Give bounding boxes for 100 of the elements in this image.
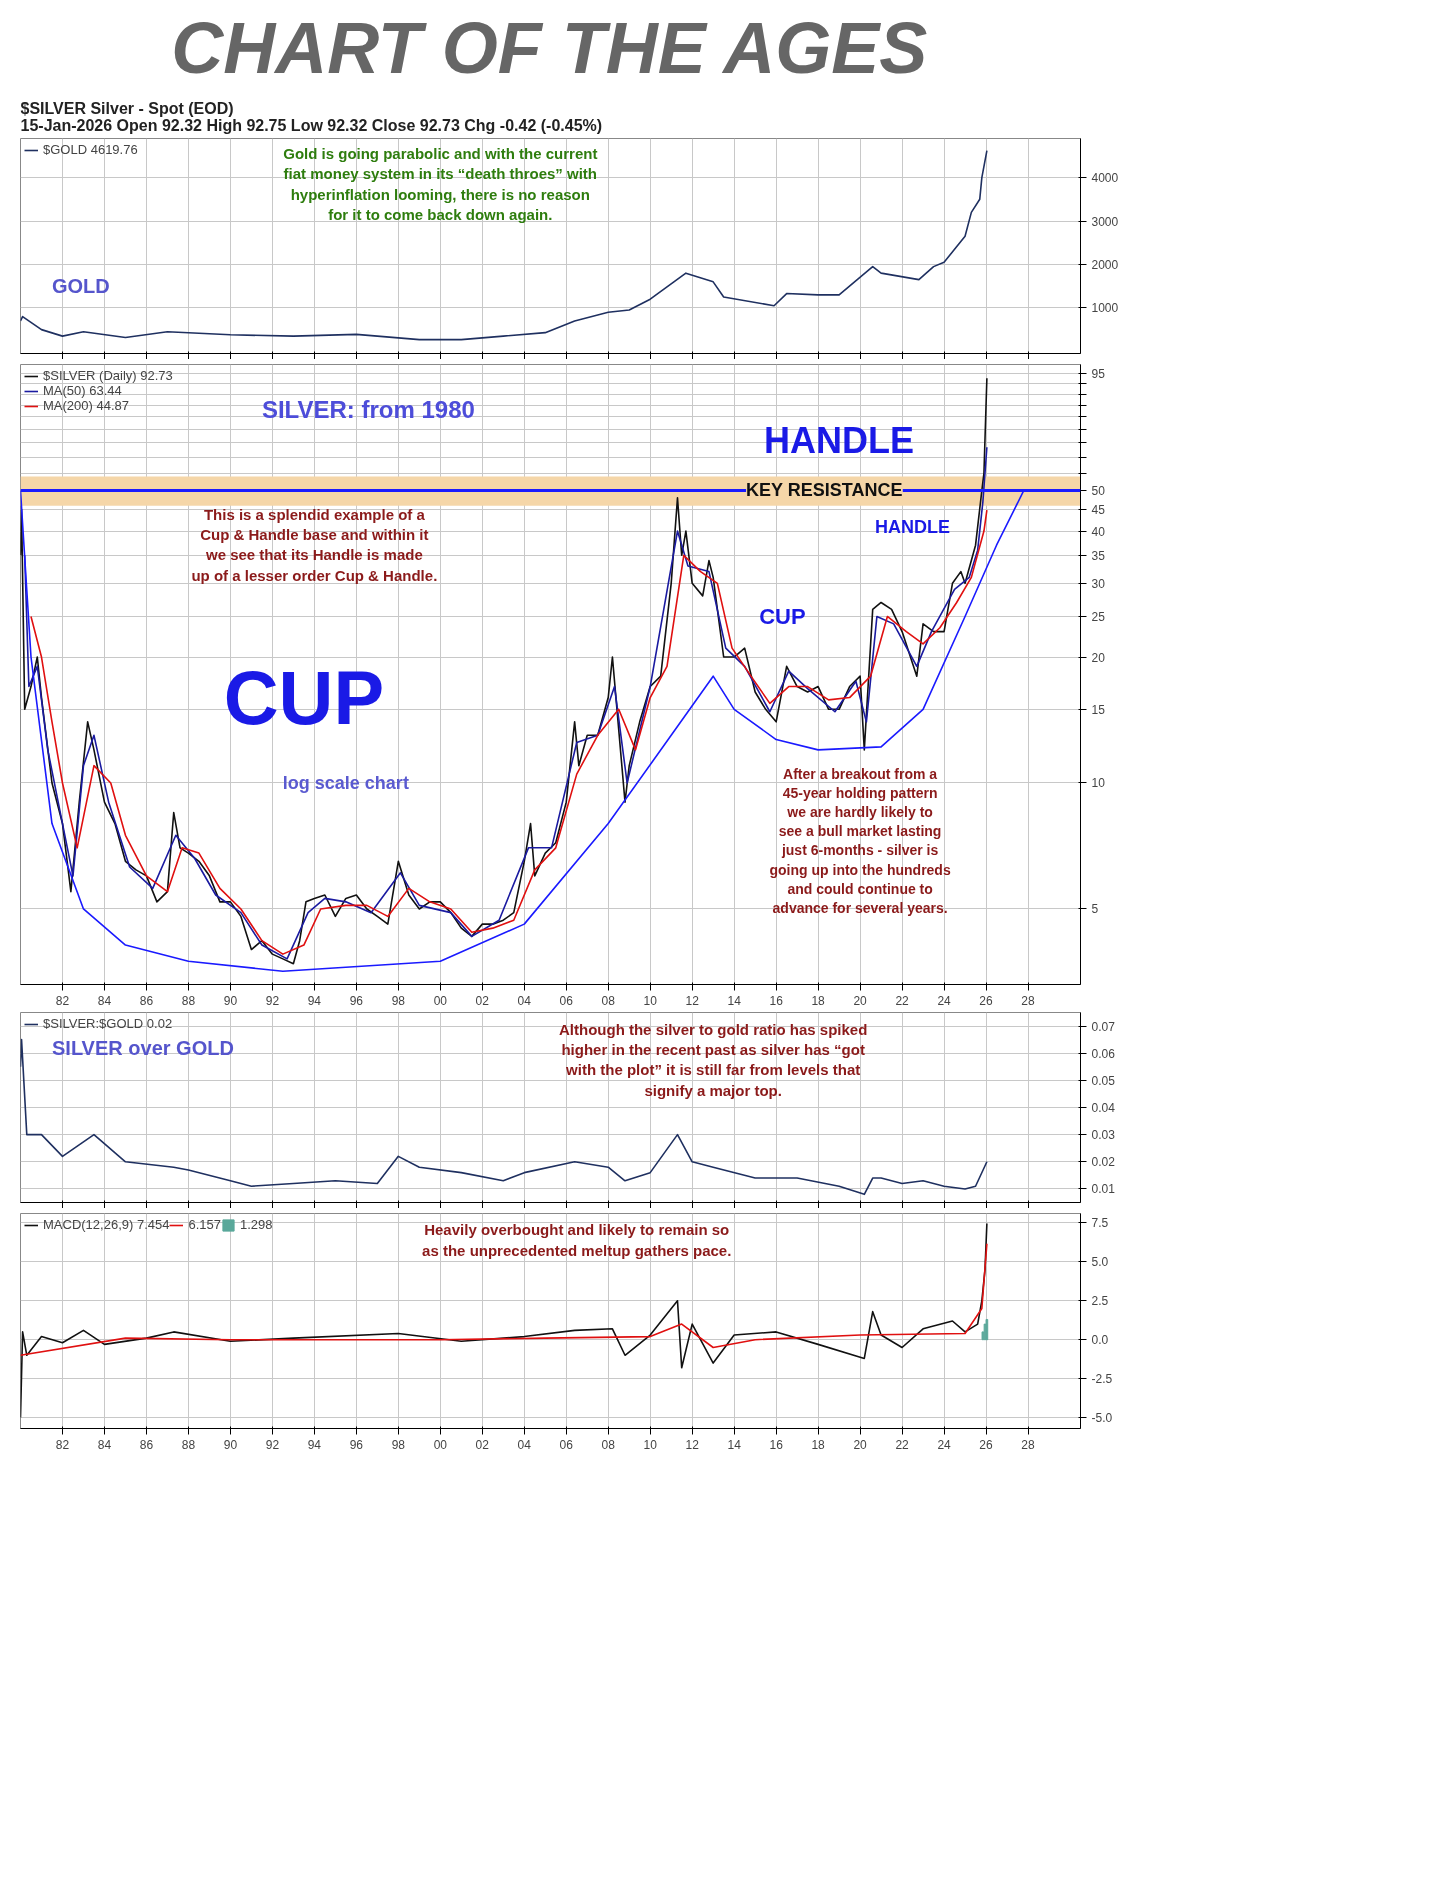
- y-tick-label: 25: [1091, 609, 1106, 624]
- annotation: Although the silver to gold ratio has spiked higher in the recent past as silver has “got with the plot” it is still far from levels that signify a major top.: [558, 1020, 868, 1099]
- y-tick-label: 0.06: [1091, 1046, 1116, 1061]
- annotation: This is a splendid example of a Cup & Handle base and within it we see that its Handle is made up of a lesser order Cup & Handle.: [191, 505, 438, 584]
- x-tick-label: 22: [895, 1437, 910, 1452]
- x-tick-label: 04: [517, 993, 532, 1008]
- y-tick-label: 3000: [1091, 214, 1119, 229]
- y-tick-label: 0.07: [1091, 1019, 1116, 1034]
- x-tick-label: 96: [349, 1437, 364, 1452]
- x-tick-label: 24: [937, 993, 952, 1008]
- x-tick-label: 12: [685, 993, 700, 1008]
- x-tick-label: 28: [1021, 993, 1036, 1008]
- y-tick-label: 40: [1091, 524, 1106, 539]
- x-tick-label: 28: [1021, 1437, 1036, 1452]
- y-tick-label: 95: [1091, 367, 1106, 382]
- annotation: SILVER: from 1980: [261, 396, 475, 424]
- y-tick-label: 7.5: [1091, 1216, 1109, 1231]
- x-tick-label: 14: [727, 1437, 742, 1452]
- x-tick-label: 06: [559, 1437, 574, 1452]
- y-tick-label: 50: [1091, 483, 1106, 498]
- x-tick-label: 24: [937, 1437, 952, 1452]
- annotation: CUP: [223, 655, 385, 741]
- y-tick-label: 0.03: [1091, 1128, 1116, 1143]
- x-tick-label: 94: [307, 1437, 322, 1452]
- annotation: GOLD: [51, 275, 110, 298]
- y-tick-label: 5.0: [1091, 1255, 1109, 1270]
- x-tick-label: 10: [643, 1437, 658, 1452]
- x-tick-label: 04: [517, 1437, 532, 1452]
- x-tick-label: 88: [181, 1437, 196, 1452]
- x-tick-label: 82: [55, 1437, 70, 1452]
- x-tick-label: 88: [181, 993, 196, 1008]
- y-tick-label: -5.0: [1091, 1411, 1113, 1426]
- y-tick-label: 15: [1091, 702, 1106, 717]
- x-tick-label: 92: [265, 993, 280, 1008]
- x-tick-label: 12: [685, 1437, 700, 1452]
- x-tick-label: 82: [55, 993, 70, 1008]
- x-tick-label: 20: [853, 1437, 868, 1452]
- legend-label: 1.298: [240, 1217, 273, 1232]
- x-tick-label: 00: [433, 993, 448, 1008]
- x-tick-label: 18: [811, 1437, 826, 1452]
- y-tick-label: 5: [1091, 902, 1099, 917]
- x-tick-label: 86: [139, 1437, 154, 1452]
- y-tick-label: 0.01: [1091, 1182, 1116, 1197]
- x-tick-label: 18: [811, 993, 826, 1008]
- y-tick-label: 20: [1091, 650, 1106, 665]
- y-tick-label: 10: [1091, 776, 1106, 791]
- x-tick-label: 98: [391, 993, 406, 1008]
- y-tick-label: 35: [1091, 548, 1106, 563]
- x-tick-label: 84: [97, 993, 112, 1008]
- chart-subtitle: $SILVER Silver - Spot (EOD) 15-Jan-2026 Open 92.32 High 92.75 Low 92.32 Close 92.73 Chg -0.42 (-0.45%): [20, 99, 603, 134]
- ref-line-label: KEY RESISTANCE: [746, 480, 903, 501]
- legend-label: 6.157: [188, 1217, 221, 1232]
- annotation: log scale chart: [282, 773, 409, 793]
- y-tick-label: 0.05: [1091, 1073, 1116, 1088]
- y-tick-label: 30: [1091, 576, 1106, 591]
- x-tick-label: 98: [391, 1437, 406, 1452]
- x-tick-label: 02: [475, 993, 490, 1008]
- annotation: After a breakout from a 45-year holding pattern we are hardly likely to see a bull market lasting just 6-months - silver is going up into the hundreds and could continue to advance for several years.: [769, 765, 951, 917]
- x-tick-label: 08: [601, 993, 616, 1008]
- x-tick-label: 90: [223, 993, 238, 1008]
- legend-label: $SILVER (Daily) 92.73: [43, 368, 173, 383]
- annotation: HANDLE: [875, 516, 951, 537]
- x-tick-label: 92: [265, 1437, 280, 1452]
- legend-label: $GOLD 4619.76: [43, 142, 138, 157]
- y-tick-label: 45: [1091, 503, 1106, 518]
- y-tick-label: 0.04: [1091, 1101, 1116, 1115]
- x-tick-label: 14: [727, 993, 742, 1008]
- annotation: CUP: [759, 603, 806, 629]
- y-tick-label: 1000: [1091, 301, 1119, 316]
- x-tick-label: 84: [97, 1437, 112, 1452]
- y-tick-label: 2.5: [1091, 1294, 1109, 1309]
- legend-label: $SILVER:$GOLD 0.02: [43, 1016, 173, 1031]
- y-tick-label: 0.0: [1091, 1333, 1109, 1348]
- x-tick-label: 00: [433, 1437, 448, 1452]
- x-tick-label: 06: [559, 993, 574, 1008]
- y-tick-label: 2000: [1091, 257, 1119, 272]
- chart-title: CHART OF THE AGES: [171, 7, 928, 88]
- legend-label: MA(200) 44.87: [43, 398, 129, 413]
- x-tick-label: 22: [895, 993, 910, 1008]
- annotation: HANDLE: [764, 419, 915, 461]
- annotation: SILVER over GOLD: [51, 1036, 234, 1059]
- annotation: Gold is going parabolic and with the current fiat money system in its “death throes” with hyperinflation looming, there is no reason for it to come back down again.: [283, 145, 598, 224]
- x-tick-label: 90: [223, 1437, 238, 1452]
- x-tick-label: 86: [139, 993, 154, 1008]
- x-tick-label: 94: [307, 993, 322, 1008]
- x-tick-label: 02: [475, 1437, 490, 1452]
- x-tick-label: 26: [979, 1437, 994, 1452]
- x-tick-label: 08: [601, 1437, 616, 1452]
- y-tick-label: 4000: [1091, 171, 1119, 186]
- legend-label: MACD(12,26,9) 7.454: [43, 1217, 170, 1232]
- x-tick-label: 20: [853, 993, 868, 1008]
- annotation: Heavily overbought and likely to remain so as the unprecedented meltup gathers pace.: [422, 1221, 732, 1259]
- x-tick-label: 16: [769, 1437, 784, 1452]
- x-tick-label: 10: [643, 993, 658, 1008]
- y-tick-label: -2.5: [1091, 1372, 1113, 1387]
- legend-label: MA(50) 63.44: [43, 383, 122, 398]
- y-tick-label: 0.02: [1091, 1155, 1116, 1170]
- x-tick-label: 16: [769, 993, 784, 1008]
- x-tick-label: 26: [979, 993, 994, 1008]
- x-tick-label: 96: [349, 993, 364, 1008]
